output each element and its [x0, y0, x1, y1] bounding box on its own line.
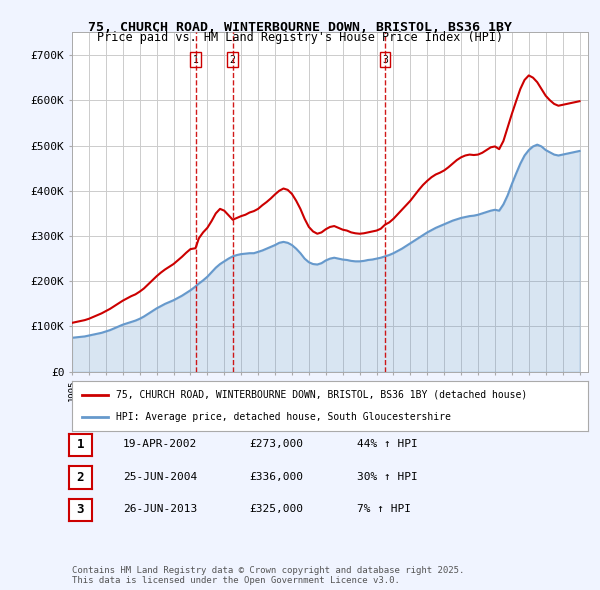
Text: 26-JUN-2013: 26-JUN-2013 — [123, 504, 197, 514]
Text: 7% ↑ HPI: 7% ↑ HPI — [357, 504, 411, 514]
Text: 25-JUN-2004: 25-JUN-2004 — [123, 472, 197, 481]
Text: 3: 3 — [382, 55, 388, 64]
Text: £336,000: £336,000 — [249, 472, 303, 481]
Text: 19-APR-2002: 19-APR-2002 — [123, 440, 197, 449]
Text: Contains HM Land Registry data © Crown copyright and database right 2025.
This d: Contains HM Land Registry data © Crown c… — [72, 566, 464, 585]
Text: 75, CHURCH ROAD, WINTERBOURNE DOWN, BRISTOL, BS36 1BY (detached house): 75, CHURCH ROAD, WINTERBOURNE DOWN, BRIS… — [116, 389, 527, 399]
Text: 2: 2 — [77, 471, 84, 484]
Text: 1: 1 — [77, 438, 84, 451]
Text: Price paid vs. HM Land Registry's House Price Index (HPI): Price paid vs. HM Land Registry's House … — [97, 31, 503, 44]
Text: 44% ↑ HPI: 44% ↑ HPI — [357, 440, 418, 449]
Text: £273,000: £273,000 — [249, 440, 303, 449]
Text: 3: 3 — [77, 503, 84, 516]
Text: 30% ↑ HPI: 30% ↑ HPI — [357, 472, 418, 481]
Text: 1: 1 — [193, 55, 199, 64]
Text: 2: 2 — [230, 55, 236, 64]
Text: HPI: Average price, detached house, South Gloucestershire: HPI: Average price, detached house, Sout… — [116, 412, 451, 422]
Text: 75, CHURCH ROAD, WINTERBOURNE DOWN, BRISTOL, BS36 1BY: 75, CHURCH ROAD, WINTERBOURNE DOWN, BRIS… — [88, 21, 512, 34]
Text: £325,000: £325,000 — [249, 504, 303, 514]
